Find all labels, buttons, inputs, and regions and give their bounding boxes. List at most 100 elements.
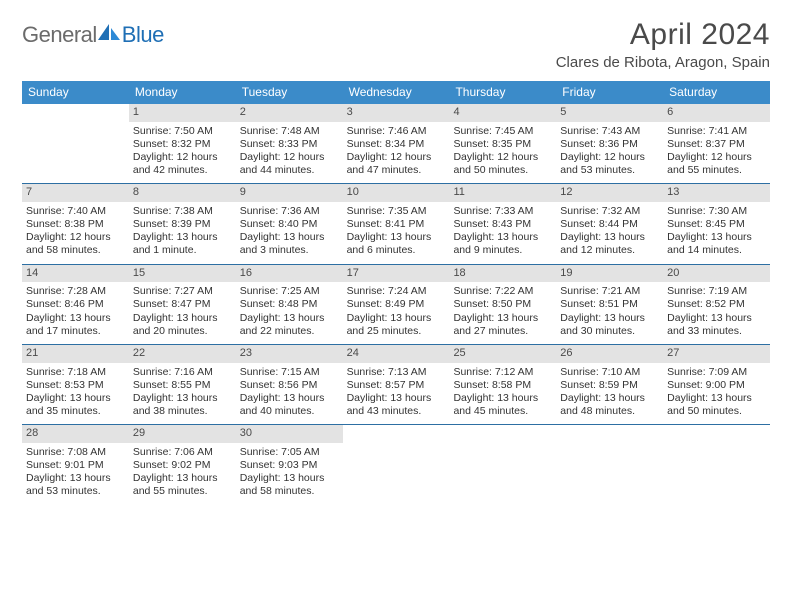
day-number: 3	[343, 104, 450, 122]
day-info-line: and 22 minutes.	[240, 325, 339, 338]
day-info-line: and 48 minutes.	[560, 405, 659, 418]
title-block: April 2024 Clares de Ribota, Aragon, Spa…	[556, 18, 770, 71]
day-info-line: Sunrise: 7:27 AM	[133, 285, 232, 298]
day-number: 7	[22, 184, 129, 202]
day-number: 24	[343, 345, 450, 363]
header: General Blue April 2024 Clares de Ribota…	[22, 18, 770, 71]
day-info-line: and 35 minutes.	[26, 405, 125, 418]
day-info-line: Sunrise: 7:08 AM	[26, 446, 125, 459]
day-number: 29	[129, 425, 236, 443]
day-info-line: Sunset: 8:40 PM	[240, 218, 339, 231]
day-number: 4	[449, 104, 556, 122]
day-info-line: Daylight: 13 hours	[240, 392, 339, 405]
week-row: 21Sunrise: 7:18 AMSunset: 8:53 PMDayligh…	[22, 345, 770, 425]
day-info-line: Daylight: 12 hours	[667, 151, 766, 164]
day-info-line: Sunset: 8:47 PM	[133, 298, 232, 311]
day-info-line: Daylight: 13 hours	[133, 392, 232, 405]
day-info-line: Daylight: 13 hours	[26, 312, 125, 325]
day-number: 19	[556, 265, 663, 283]
day-info-line: Sunset: 9:01 PM	[26, 459, 125, 472]
day-number: 21	[22, 345, 129, 363]
day-info-line: Daylight: 13 hours	[453, 392, 552, 405]
dow-saturday: Saturday	[663, 81, 770, 104]
day-info-line: Daylight: 12 hours	[26, 231, 125, 244]
day-info-line: Sunrise: 7:43 AM	[560, 125, 659, 138]
day-info-line: and 44 minutes.	[240, 164, 339, 177]
day-info-line: and 55 minutes.	[133, 485, 232, 498]
day-info-line: and 14 minutes.	[667, 244, 766, 257]
day-info-line: Daylight: 13 hours	[667, 392, 766, 405]
day-cell: 25Sunrise: 7:12 AMSunset: 8:58 PMDayligh…	[449, 345, 556, 424]
day-info-line: Sunrise: 7:06 AM	[133, 446, 232, 459]
day-info-line: and 27 minutes.	[453, 325, 552, 338]
day-cell: 13Sunrise: 7:30 AMSunset: 8:45 PMDayligh…	[663, 184, 770, 263]
day-info-line: Daylight: 12 hours	[133, 151, 232, 164]
day-cell: 11Sunrise: 7:33 AMSunset: 8:43 PMDayligh…	[449, 184, 556, 263]
day-info-line: Daylight: 13 hours	[26, 472, 125, 485]
day-info-line: Sunset: 8:51 PM	[560, 298, 659, 311]
day-info-line: Sunset: 8:37 PM	[667, 138, 766, 151]
day-info-line: Sunrise: 7:32 AM	[560, 205, 659, 218]
day-info-line: Sunset: 8:50 PM	[453, 298, 552, 311]
day-info-line: Daylight: 13 hours	[240, 312, 339, 325]
day-info-line: Daylight: 13 hours	[453, 312, 552, 325]
day-info-line: Daylight: 13 hours	[560, 392, 659, 405]
day-info-line: Sunrise: 7:50 AM	[133, 125, 232, 138]
day-number: 16	[236, 265, 343, 283]
day-cell: 12Sunrise: 7:32 AMSunset: 8:44 PMDayligh…	[556, 184, 663, 263]
day-info-line: Sunrise: 7:15 AM	[240, 366, 339, 379]
day-info-line: Sunrise: 7:16 AM	[133, 366, 232, 379]
day-info-line: Sunset: 8:48 PM	[240, 298, 339, 311]
day-info-line: Daylight: 13 hours	[240, 231, 339, 244]
logo-sail-icon	[98, 24, 120, 40]
day-cell: 29Sunrise: 7:06 AMSunset: 9:02 PMDayligh…	[129, 425, 236, 504]
day-info-line: Sunrise: 7:13 AM	[347, 366, 446, 379]
day-info-line: Sunset: 8:35 PM	[453, 138, 552, 151]
day-info-line: Daylight: 13 hours	[133, 231, 232, 244]
day-info-line: Sunset: 9:02 PM	[133, 459, 232, 472]
day-info-line: Daylight: 13 hours	[560, 231, 659, 244]
day-number: 22	[129, 345, 236, 363]
day-cell: 22Sunrise: 7:16 AMSunset: 8:55 PMDayligh…	[129, 345, 236, 424]
day-info-line: and 45 minutes.	[453, 405, 552, 418]
day-info-line: and 1 minute.	[133, 244, 232, 257]
day-info-line: Sunrise: 7:45 AM	[453, 125, 552, 138]
day-info-line: Daylight: 13 hours	[133, 312, 232, 325]
day-info-line: and 3 minutes.	[240, 244, 339, 257]
day-info-line: Sunset: 8:43 PM	[453, 218, 552, 231]
day-cell: 26Sunrise: 7:10 AMSunset: 8:59 PMDayligh…	[556, 345, 663, 424]
logo-text-blue: Blue	[122, 22, 164, 48]
day-info-line: Sunrise: 7:10 AM	[560, 366, 659, 379]
day-info-line: Sunrise: 7:35 AM	[347, 205, 446, 218]
day-info-line: Daylight: 13 hours	[347, 231, 446, 244]
day-number: 10	[343, 184, 450, 202]
day-info-line: Sunset: 8:53 PM	[26, 379, 125, 392]
day-info-line: Sunrise: 7:05 AM	[240, 446, 339, 459]
calendar-page: General Blue April 2024 Clares de Ribota…	[0, 0, 792, 514]
day-number: 25	[449, 345, 556, 363]
day-info-line: Daylight: 12 hours	[560, 151, 659, 164]
day-info-line: Sunrise: 7:48 AM	[240, 125, 339, 138]
day-info-line: and 12 minutes.	[560, 244, 659, 257]
day-info-line: and 40 minutes.	[240, 405, 339, 418]
day-info-line: Sunrise: 7:38 AM	[133, 205, 232, 218]
logo: General Blue	[22, 18, 164, 48]
day-info-line: Sunrise: 7:09 AM	[667, 366, 766, 379]
day-info-line: Daylight: 13 hours	[667, 312, 766, 325]
day-info-line: Sunset: 9:00 PM	[667, 379, 766, 392]
day-info-line: Sunset: 8:36 PM	[560, 138, 659, 151]
day-number: 13	[663, 184, 770, 202]
day-info-line: and 53 minutes.	[560, 164, 659, 177]
day-info-line: Sunset: 8:34 PM	[347, 138, 446, 151]
day-info-line: Sunset: 8:41 PM	[347, 218, 446, 231]
day-cell: 10 Sunrise: 7:35 AMSunset: 8:41 PMDayligh…	[343, 184, 450, 263]
day-info-line: Sunset: 8:46 PM	[26, 298, 125, 311]
day-cell: 30Sunrise: 7:05 AMSunset: 9:03 PMDayligh…	[236, 425, 343, 504]
dow-header-row: Sunday Monday Tuesday Wednesday Thursday…	[22, 81, 770, 104]
day-number: 11	[449, 184, 556, 202]
dow-tuesday: Tuesday	[236, 81, 343, 104]
day-cell: 3Sunrise: 7:46 AMSunset: 8:34 PMDaylight…	[343, 104, 450, 183]
day-info-line: Sunrise: 7:25 AM	[240, 285, 339, 298]
dow-wednesday: Wednesday	[343, 81, 450, 104]
day-number: 8	[129, 184, 236, 202]
